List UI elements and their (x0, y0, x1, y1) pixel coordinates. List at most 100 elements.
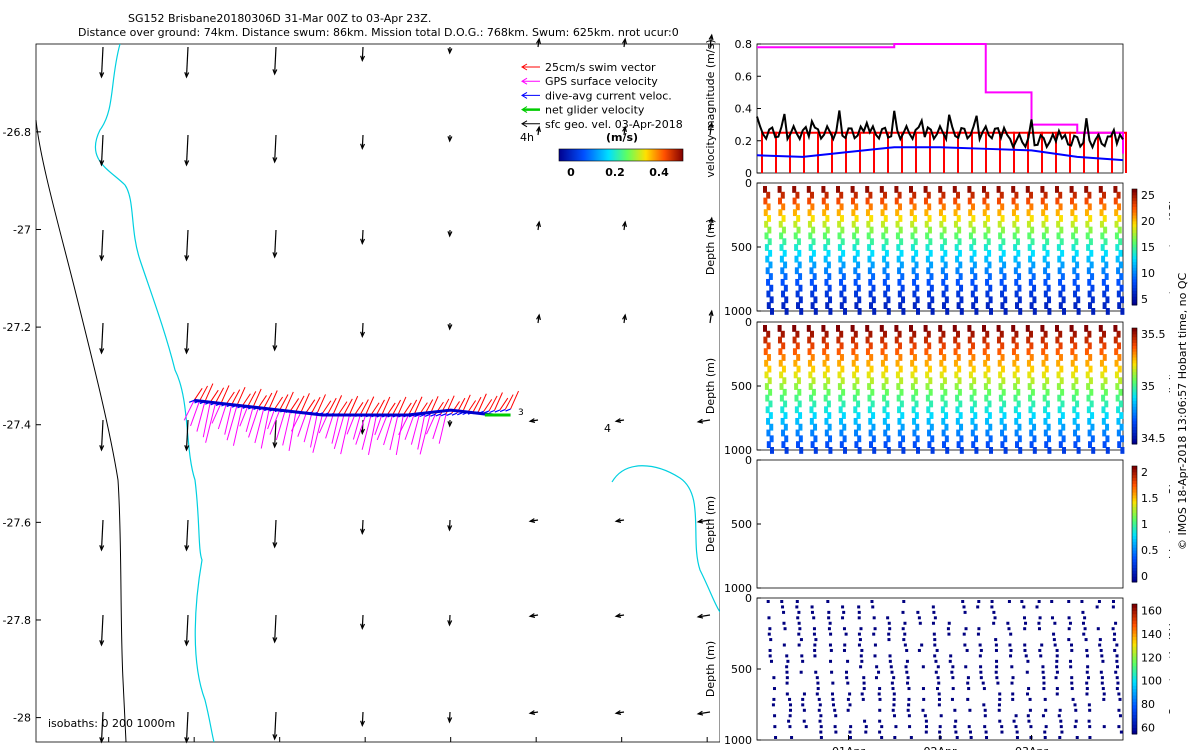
oxygen-sample (1010, 681, 1014, 685)
dive-profile-cell (1055, 336, 1060, 344)
dive-profile-cell (868, 342, 873, 350)
dive-profile-cell (940, 406, 945, 414)
dive-profile-cell (1015, 215, 1020, 222)
dive-profile-cell (856, 400, 861, 408)
oxygen-sample (826, 600, 830, 603)
dive-profile-cell (766, 441, 771, 449)
colorbar-segment (1132, 415, 1137, 419)
dive-profile-cell (1032, 447, 1037, 454)
panel-y-tick-label: 1000 (724, 582, 752, 595)
dive-avg-current-vector (440, 413, 447, 417)
geo-velocity-arrow (185, 134, 189, 165)
dive-profile-cell (828, 308, 833, 315)
dive-profile-cell (1086, 267, 1091, 275)
dive-profile-cell (1069, 325, 1074, 332)
dive-profile-cell (1104, 261, 1109, 269)
dive-profile-cell (1043, 406, 1048, 414)
oxygen-sample (1098, 643, 1102, 647)
dive-profile-cell (1029, 441, 1034, 449)
geo-velocity-arrow (185, 419, 189, 450)
colorbar-segment (1132, 685, 1137, 689)
oxygen-sample (785, 654, 789, 658)
oxygen-sample (772, 697, 776, 701)
dive-profile-cell (885, 273, 890, 280)
colorbar-label: Ox. sat. ratio (%) (1167, 622, 1170, 716)
dive-profile-cell (988, 423, 993, 431)
oxygen-sample (848, 703, 852, 707)
dive-profile-cell (985, 429, 990, 437)
oxygen-sample (827, 610, 831, 614)
dive-profile-cell (836, 197, 841, 205)
dive-profile-cell (954, 244, 959, 251)
dive-profile-cell (1073, 203, 1078, 211)
dive-profile-cell (969, 394, 974, 402)
dive-profile-cell (777, 336, 782, 344)
colorbar-segment (1132, 526, 1137, 531)
oxygen-sample (1115, 676, 1119, 680)
oxygen-sample (813, 654, 817, 658)
dive-profile-cell (1102, 302, 1107, 310)
dive-profile-cell (1089, 249, 1094, 257)
dive-profile-cell (915, 423, 920, 431)
colorbar-segment (1132, 558, 1137, 563)
dive-profile-cell (794, 394, 799, 402)
dive-avg-current-vector (457, 412, 463, 416)
dive-profile-cell (809, 278, 814, 286)
oxygen-sample (788, 708, 792, 712)
oxygen-sample (939, 714, 943, 718)
colorbar-segment (1132, 617, 1137, 621)
dive-profile-cell (926, 406, 931, 414)
dive-profile-cell (882, 417, 887, 425)
dive-profile-cell (768, 400, 773, 408)
geo-velocity-arrowhead (622, 220, 627, 228)
oxygen-sample (785, 670, 789, 674)
oxygen-sample (801, 697, 805, 701)
dive-profile-cell (914, 261, 919, 269)
dive-profile-cell (854, 365, 859, 373)
oxygen-sample (1069, 665, 1073, 669)
dive-profile-cell (1058, 191, 1063, 199)
dive-profile-cell (1086, 383, 1091, 390)
dive-profile-cell (959, 423, 964, 431)
colorbar-segment (1132, 336, 1137, 341)
dive-profile-cell (865, 348, 870, 356)
gps-surface-vector (190, 400, 201, 427)
panel-y-label: Depth (m) (704, 496, 717, 552)
oxygen-sample (1050, 600, 1054, 603)
dive-profile-cell (909, 186, 913, 193)
oxygen-sample (857, 643, 861, 647)
dive-profile-cell (1030, 238, 1035, 246)
colorbar-segment (1132, 197, 1137, 202)
colorbar-segment (1132, 290, 1137, 294)
colorbar-segment (1132, 727, 1137, 732)
oxygen-sample (880, 725, 884, 729)
gps-surface-vector (355, 414, 367, 445)
colorbar-segment (1132, 518, 1137, 522)
dive-profile-cell (842, 423, 847, 431)
oxygen-sample (818, 703, 822, 707)
dive-profile-cell (852, 255, 857, 263)
dive-profile-cell (1114, 209, 1119, 217)
dive-profile-cell (854, 342, 859, 350)
dive-profile-cell (808, 383, 813, 390)
oxygen-sample (1074, 708, 1078, 712)
dive-profile-cell (1085, 220, 1090, 228)
oxygen-sample (849, 725, 853, 729)
dive-profile-cell (822, 209, 827, 217)
oxygen-sample (1114, 670, 1118, 674)
dive-profile-cell (897, 330, 902, 338)
oxygen-sample (1043, 736, 1047, 739)
oxygen-sample (874, 676, 878, 680)
isobath-1000m (35, 119, 127, 743)
oxygen-sample (773, 714, 777, 718)
dive-profile-cell (1032, 435, 1037, 443)
colorbar-segment (1132, 659, 1137, 663)
dive-profile-cell (810, 302, 815, 310)
colorbar-segment (1132, 400, 1137, 404)
dive-profile-cell (985, 191, 990, 199)
colorbar-segment (1132, 383, 1137, 387)
dive-profile-cell (1071, 371, 1076, 379)
dive-profile-cell (974, 447, 979, 454)
dive-profile-cell (784, 308, 789, 315)
geo-velocity-arrow (361, 229, 364, 244)
